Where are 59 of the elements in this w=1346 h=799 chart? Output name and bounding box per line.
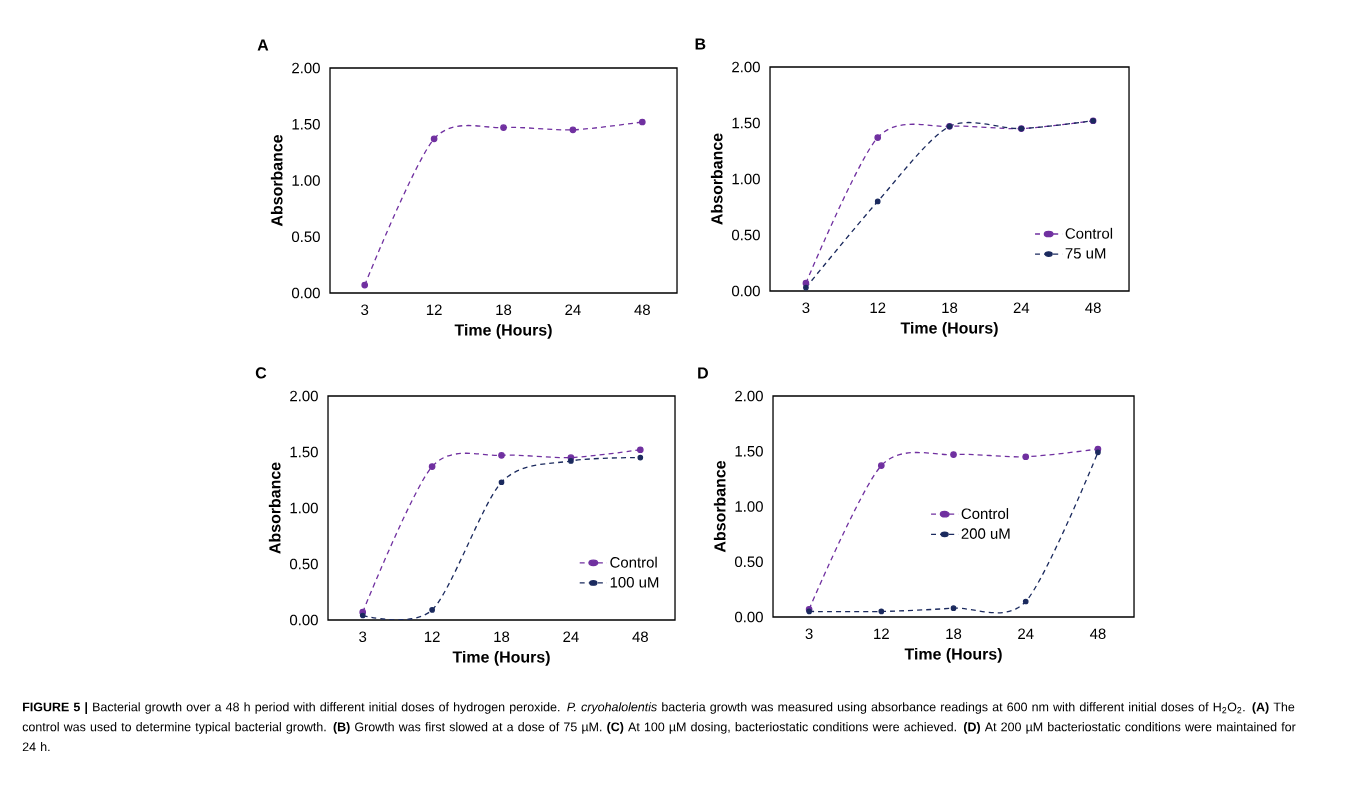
x-tick-label: 12 bbox=[874, 628, 889, 639]
legend-label: Control bbox=[1065, 227, 1113, 239]
legend-label: 200 uM bbox=[961, 528, 1010, 539]
chart-title: D bbox=[698, 367, 708, 379]
x-tick-label: 18 bbox=[496, 304, 512, 316]
x-axis-title: Time (Hours) bbox=[452, 650, 550, 666]
y-axis-title: Absorbance bbox=[710, 133, 723, 225]
y-tick-label: 0.00 bbox=[289, 614, 318, 626]
legend-label: 100 uM bbox=[610, 577, 659, 588]
x-tick-label: 18 bbox=[494, 631, 510, 643]
y-tick-label: 1.00 bbox=[732, 173, 760, 185]
legend-label: Control bbox=[961, 508, 1009, 520]
y-tick-label: 0.50 bbox=[731, 229, 760, 241]
text: FIGURE 5 | Bacterial growth over a 48 h period with different initial doses of hydrogen peroxide. P. cryohalolentis bacteria growth was measured using absorbance readings at 600 nm with different initial doses of H$_{2}$O$_{2}$. (A) The control was used to determine typical bacterial growth. (B) Growth was first slowed at a dose of 75 µM. (C) At 100 µM dosing, bacteriostatic conditions were achieved. (D) At 200 µM bacteriostatic conditions were maintained for 24 h. bbox=[22, 702, 1296, 752]
x-tick-label: 24 bbox=[565, 304, 581, 315]
y-tick-label: 1.50 bbox=[292, 118, 320, 130]
y-tick-label: 0.00 bbox=[734, 611, 763, 623]
x-axis-title: Time (Hours) bbox=[904, 647, 1002, 663]
x-tick-label: 12 bbox=[426, 304, 442, 315]
y-tick-label: 0.50 bbox=[291, 231, 320, 243]
legend-label: Control bbox=[610, 556, 657, 568]
chart-title: C bbox=[255, 367, 267, 379]
x-tick-label: 48 bbox=[632, 631, 648, 643]
x-tick-label: 3 bbox=[359, 631, 367, 643]
y-tick-label: 1.00 bbox=[292, 175, 320, 186]
y-tick-label: 2.00 bbox=[732, 61, 760, 73]
x-tick-label: 24 bbox=[1018, 628, 1034, 639]
x-tick-label: 12 bbox=[424, 631, 440, 642]
x-tick-label: 24 bbox=[1013, 302, 1030, 313]
x-tick-label: 3 bbox=[802, 302, 810, 314]
y-tick-label: 1.00 bbox=[290, 502, 318, 514]
y-tick-label: 2.00 bbox=[292, 62, 320, 74]
x-tick-label: 3 bbox=[805, 628, 813, 640]
x-tick-label: 12 bbox=[870, 302, 886, 313]
y-tick-label: 0.00 bbox=[291, 287, 320, 299]
y-tick-label: 1.50 bbox=[290, 446, 318, 458]
chart-title: B bbox=[695, 38, 706, 50]
y-axis-title: Absorbance bbox=[270, 134, 283, 227]
x-tick-label: 48 bbox=[634, 304, 650, 316]
x-axis-title: Time (Hours) bbox=[900, 321, 998, 337]
x-axis-title: Time (Hours) bbox=[454, 323, 552, 339]
x-tick-label: 48 bbox=[1089, 628, 1106, 640]
x-tick-label: 18 bbox=[942, 302, 958, 314]
x-tick-label: 3 bbox=[361, 304, 369, 316]
y-tick-label: 0.00 bbox=[731, 285, 760, 297]
chart-title: A bbox=[257, 39, 269, 51]
x-tick-label: 24 bbox=[563, 631, 579, 642]
y-tick-label: 1.50 bbox=[732, 117, 760, 129]
y-axis-title: Absorbance bbox=[268, 462, 281, 554]
y-tick-label: 2.00 bbox=[290, 390, 318, 402]
y-tick-label: 0.50 bbox=[734, 556, 763, 568]
y-tick-label: 1.00 bbox=[735, 501, 763, 512]
x-tick-label: 18 bbox=[946, 628, 962, 640]
legend-label: 75 uM bbox=[1065, 248, 1106, 259]
y-tick-label: 0.50 bbox=[289, 558, 318, 570]
y-tick-label: 2.00 bbox=[735, 390, 763, 402]
x-tick-label: 48 bbox=[1085, 302, 1101, 314]
y-tick-label: 1.50 bbox=[735, 445, 763, 457]
y-axis-title: Absorbance bbox=[713, 460, 726, 553]
